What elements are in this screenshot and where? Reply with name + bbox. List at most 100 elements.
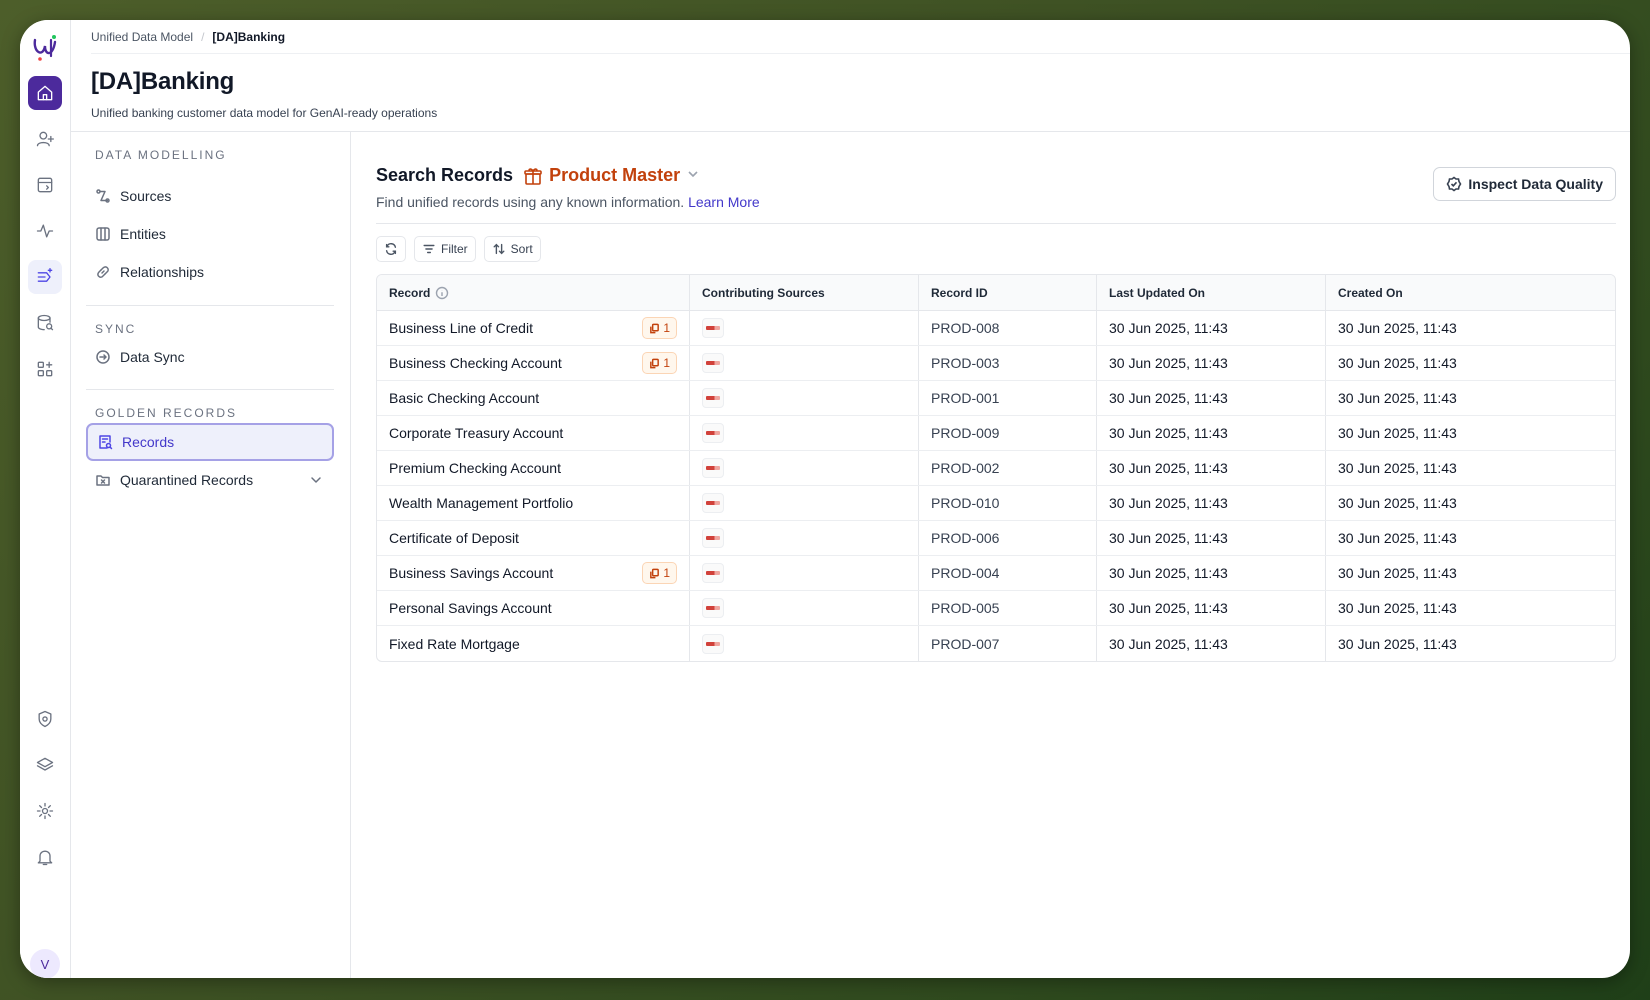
duplicate-badge[interactable]: 1 bbox=[642, 317, 677, 339]
cell-record[interactable]: Premium Checking Account bbox=[377, 451, 690, 485]
breadcrumb-root[interactable]: Unified Data Model bbox=[91, 29, 194, 44]
duplicate-badge[interactable]: 1 bbox=[642, 562, 677, 584]
cell-record[interactable]: Fixed Rate Mortgage bbox=[377, 626, 690, 661]
check-badge-icon bbox=[1446, 176, 1462, 192]
cell-record-id: PROD-008 bbox=[919, 311, 1097, 345]
record-name[interactable]: Business Savings Account bbox=[389, 565, 554, 581]
section-sync: SYNC bbox=[95, 322, 137, 336]
gear-icon[interactable] bbox=[28, 794, 62, 828]
link-icon bbox=[97, 266, 109, 278]
sidebar-item-sources[interactable]: Sources bbox=[86, 177, 334, 215]
source-logo-icon[interactable] bbox=[702, 388, 724, 408]
shield-settings-icon[interactable] bbox=[28, 702, 62, 736]
source-logo-icon[interactable] bbox=[702, 633, 724, 654]
table-row[interactable]: Business Checking Account 1 PROD-003 30 … bbox=[377, 346, 1615, 381]
column-header-last-updated[interactable]: Last Updated On bbox=[1097, 275, 1326, 310]
cell-last-updated: 30 Jun 2025, 11:43 bbox=[1097, 311, 1326, 345]
avatar[interactable]: V bbox=[30, 949, 60, 978]
cell-last-updated: 30 Jun 2025, 11:43 bbox=[1097, 521, 1326, 555]
apps-add-icon[interactable] bbox=[28, 352, 62, 386]
record-name[interactable]: Basic Checking Account bbox=[389, 390, 540, 406]
app-logo[interactable] bbox=[29, 32, 61, 64]
cell-record[interactable]: Personal Savings Account bbox=[377, 591, 690, 625]
sidebar-item-label: Sources bbox=[120, 188, 172, 204]
sidebar-item-label: Records bbox=[122, 434, 175, 450]
table-header: Record Contributing Sources Record ID La… bbox=[377, 275, 1615, 311]
record-name[interactable]: Wealth Management Portfolio bbox=[389, 495, 574, 511]
page-title: [DA]Banking bbox=[91, 68, 235, 95]
table-row[interactable]: Premium Checking Account PROD-002 30 Jun… bbox=[377, 451, 1615, 486]
source-logo-icon[interactable] bbox=[702, 528, 724, 548]
database-search-icon[interactable] bbox=[28, 306, 62, 340]
sidebar-item-entities[interactable]: Entities bbox=[86, 215, 334, 253]
cell-record-id: PROD-004 bbox=[919, 556, 1097, 590]
record-name[interactable]: Corporate Treasury Account bbox=[389, 425, 564, 441]
cell-record[interactable]: Business Checking Account 1 bbox=[377, 346, 690, 380]
cell-record[interactable]: Wealth Management Portfolio bbox=[377, 486, 690, 520]
sidebar-item-data-sync[interactable]: Data Sync bbox=[86, 338, 334, 376]
table-toolbar: Filter Sort bbox=[376, 236, 541, 262]
cell-record[interactable]: Certificate of Deposit bbox=[377, 521, 690, 555]
cell-record[interactable]: Business Line of Credit 1 bbox=[377, 311, 690, 345]
entity-dropdown[interactable] bbox=[686, 165, 700, 186]
record-name[interactable]: Premium Checking Account bbox=[389, 460, 561, 476]
source-logo-icon[interactable] bbox=[702, 493, 724, 513]
chevron-down-icon[interactable] bbox=[308, 472, 324, 488]
sidebar-item-records[interactable]: Records bbox=[86, 423, 334, 461]
sidebar-divider bbox=[86, 389, 334, 390]
cell-record[interactable]: Basic Checking Account bbox=[377, 381, 690, 415]
column-header-record-id[interactable]: Record ID bbox=[919, 275, 1097, 310]
sidebar-item-quarantined-records[interactable]: Quarantined Records bbox=[86, 461, 334, 499]
inspect-data-quality-button[interactable]: Inspect Data Quality bbox=[1433, 167, 1616, 201]
table-row[interactable]: Basic Checking Account PROD-001 30 Jun 2… bbox=[377, 381, 1615, 416]
cell-record[interactable]: Corporate Treasury Account bbox=[377, 416, 690, 450]
column-header-record[interactable]: Record bbox=[377, 275, 690, 310]
home-icon[interactable] bbox=[28, 76, 62, 110]
record-name[interactable]: Business Checking Account bbox=[389, 355, 562, 371]
record-name[interactable]: Business Line of Credit bbox=[389, 320, 533, 336]
source-logo-icon[interactable] bbox=[702, 458, 724, 478]
sort-button[interactable]: Sort bbox=[483, 236, 541, 262]
bell-icon[interactable] bbox=[28, 840, 62, 874]
users-icon[interactable] bbox=[28, 122, 62, 156]
source-logo-icon[interactable] bbox=[702, 353, 724, 373]
sidebar-divider bbox=[86, 305, 334, 306]
filter-button[interactable]: Filter bbox=[414, 236, 476, 262]
learn-more-link[interactable]: Learn More bbox=[688, 194, 760, 210]
source-logo-icon[interactable] bbox=[702, 318, 724, 338]
cell-last-updated: 30 Jun 2025, 11:43 bbox=[1097, 416, 1326, 450]
source-logo-icon[interactable] bbox=[702, 423, 724, 443]
activity-icon[interactable] bbox=[28, 214, 62, 248]
table-row[interactable]: Corporate Treasury Account PROD-009 30 J… bbox=[377, 416, 1615, 451]
gift-icon bbox=[524, 167, 542, 185]
record-name[interactable]: Fixed Rate Mortgage bbox=[389, 635, 520, 652]
dashboard-icon[interactable] bbox=[28, 168, 62, 202]
info-icon[interactable] bbox=[435, 286, 449, 300]
refresh-button[interactable] bbox=[376, 236, 406, 262]
table-row[interactable]: Wealth Management Portfolio PROD-010 30 … bbox=[377, 486, 1615, 521]
duplicate-badge[interactable]: 1 bbox=[642, 352, 677, 374]
record-name[interactable]: Personal Savings Account bbox=[389, 600, 552, 616]
source-logo-icon[interactable] bbox=[702, 563, 724, 583]
cell-record[interactable]: Business Savings Account 1 bbox=[377, 556, 690, 590]
table-row[interactable]: Fixed Rate Mortgage PROD-007 30 Jun 2025… bbox=[377, 626, 1615, 661]
record-name[interactable]: Certificate of Deposit bbox=[389, 530, 519, 546]
column-header-contributing-sources[interactable]: Contributing Sources bbox=[690, 275, 919, 310]
page-subtitle: Unified banking customer data model for … bbox=[91, 106, 438, 120]
cell-contributing-sources bbox=[690, 556, 919, 590]
table-row[interactable]: Personal Savings Account PROD-005 30 Jun… bbox=[377, 591, 1615, 626]
sidebar-item-relationships[interactable]: Relationships bbox=[86, 253, 334, 291]
table-row[interactable]: Business Line of Credit 1 PROD-008 30 Ju… bbox=[377, 311, 1615, 346]
column-header-created-on[interactable]: Created On bbox=[1338, 285, 1403, 300]
data-flow-icon[interactable] bbox=[28, 260, 62, 294]
table-row[interactable]: Business Savings Account 1 PROD-004 30 J… bbox=[377, 556, 1615, 591]
sidebar-item-label: Data Sync bbox=[120, 349, 185, 365]
cell-created-on: 30 Jun 2025, 11:43 bbox=[1338, 460, 1457, 476]
source-logo-icon[interactable] bbox=[702, 598, 724, 618]
cell-created-on: 30 Jun 2025, 11:43 bbox=[1338, 390, 1457, 406]
layers-icon[interactable] bbox=[28, 748, 62, 782]
quarantine-icon bbox=[96, 475, 110, 486]
table-row[interactable]: Certificate of Deposit PROD-006 30 Jun 2… bbox=[377, 521, 1615, 556]
copy-icon bbox=[650, 323, 660, 333]
entity-selector[interactable]: Product Master bbox=[523, 165, 700, 186]
